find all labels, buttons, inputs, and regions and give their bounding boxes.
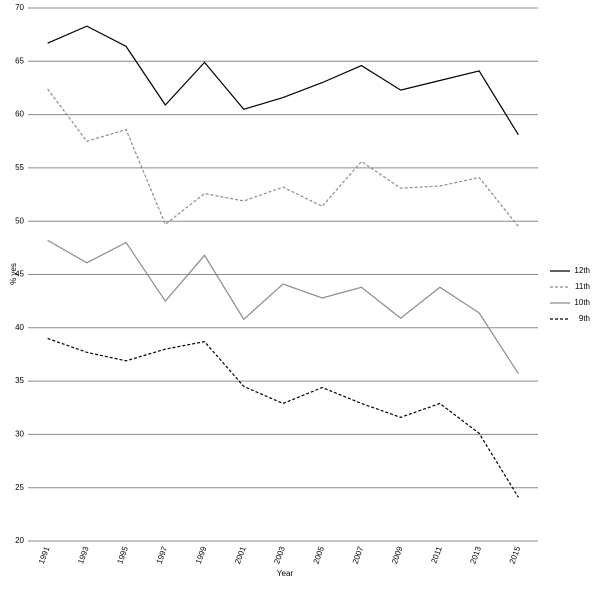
- x-axis-label: Year: [277, 569, 294, 578]
- legend-label: 10th: [574, 298, 590, 307]
- y-tick-label: 45: [15, 270, 24, 279]
- x-tick-label: 2013: [468, 545, 483, 565]
- y-tick-label: 55: [15, 163, 24, 172]
- x-tick-label: 1995: [115, 545, 130, 565]
- series-line: [47, 88, 519, 227]
- y-tick-label: 25: [15, 483, 24, 492]
- series-line: [47, 337, 519, 498]
- y-axis-label: % yes: [9, 263, 18, 285]
- x-tick-label: 1999: [194, 545, 209, 565]
- y-tick-label: 70: [15, 3, 24, 12]
- x-tick-label: 2005: [312, 545, 327, 565]
- y-tick-label: 60: [15, 110, 24, 119]
- x-tick-label: 2009: [390, 545, 405, 565]
- x-tick-label: 2001: [233, 545, 248, 565]
- y-tick-label: 40: [15, 323, 24, 332]
- series-line: [47, 25, 519, 136]
- y-tick-label: 20: [15, 536, 24, 545]
- legend-label: 9th: [579, 314, 590, 323]
- y-tick-label: 30: [15, 430, 24, 439]
- x-tick-label: 1991: [37, 545, 52, 565]
- x-tick-label: 2007: [351, 545, 366, 565]
- x-tick-label: 1993: [76, 545, 91, 565]
- x-tick-label: 2015: [508, 545, 523, 565]
- y-tick-label: 50: [15, 216, 24, 225]
- x-tick-label: 2011: [429, 545, 444, 565]
- y-tick-label: 65: [15, 56, 24, 65]
- legend-label: 11th: [575, 282, 590, 291]
- y-tick-label: 35: [15, 376, 24, 385]
- legend-label: 12th: [574, 266, 590, 275]
- series-line: [47, 239, 519, 374]
- x-tick-label: 2003: [272, 545, 287, 565]
- x-tick-label: 1997: [155, 545, 170, 565]
